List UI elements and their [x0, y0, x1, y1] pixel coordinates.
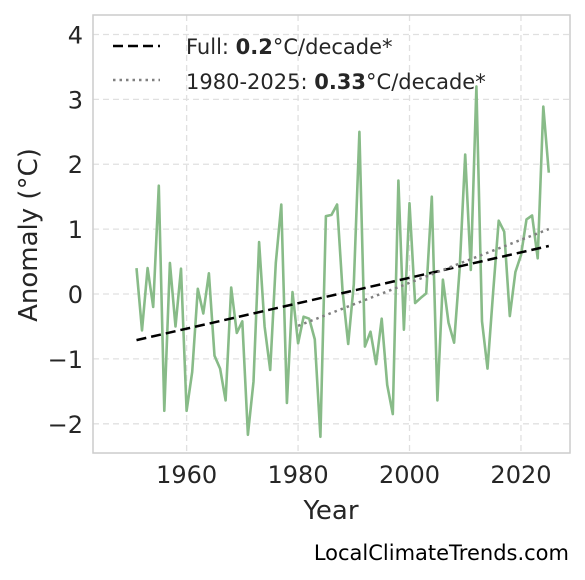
y-axis-label: Anomaly (°C) — [14, 148, 44, 322]
y-tick-label: 4 — [68, 21, 83, 49]
x-tick-label: 1980 — [268, 461, 329, 489]
legend-recent-value: 0.33 — [314, 70, 366, 94]
legend-entry-full: Full: 0.2°C/decade* — [186, 35, 393, 59]
site-watermark: LocalClimateTrends.com — [314, 541, 569, 565]
y-tick-label: 3 — [68, 86, 83, 114]
y-tick-label: −1 — [48, 346, 83, 374]
plot-frame — [92, 14, 571, 454]
legend-full-value: 0.2 — [236, 35, 273, 59]
y-tick-label: 2 — [68, 151, 83, 179]
legend-full-unit: °C/decade* — [273, 35, 393, 59]
x-axis-label: Year — [302, 496, 358, 526]
y-tick-label: −2 — [48, 411, 83, 439]
y-axis-ticks: −2 −1 0 1 2 3 4 — [48, 21, 83, 438]
legend-recent-unit: °C/decade* — [366, 70, 486, 94]
x-tick-label: 2000 — [379, 461, 440, 489]
x-axis-ticks: 1960 1980 2000 2020 — [156, 461, 551, 489]
legend-entry-recent: 1980-2025: 0.33°C/decade* — [186, 70, 486, 94]
series-layer — [135, 85, 551, 439]
annual-anomaly-line — [135, 85, 551, 439]
full-trend-line — [136, 244, 550, 342]
x-tick-label: 2020 — [490, 461, 551, 489]
y-tick-label: 0 — [68, 281, 83, 309]
x-tick-label: 1960 — [156, 461, 217, 489]
legend-recent-prefix: 1980-2025: — [186, 70, 314, 94]
y-tick-label: 1 — [68, 216, 83, 244]
legend-full-prefix: Full: — [186, 35, 236, 59]
legend: Full: 0.2°C/decade* 1980-2025: 0.33°C/de… — [113, 35, 486, 94]
